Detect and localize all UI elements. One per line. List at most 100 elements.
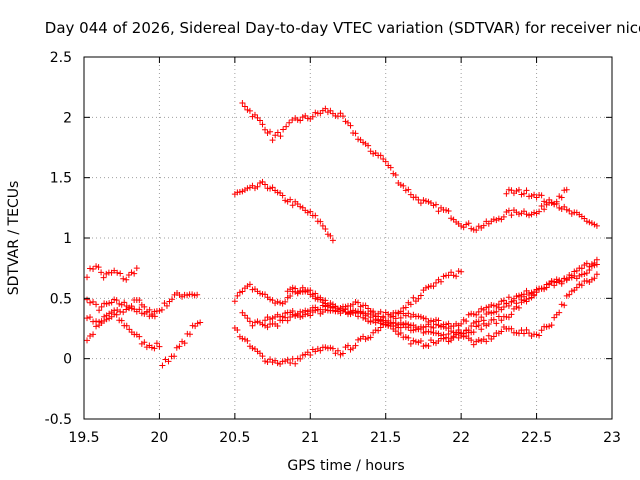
data-point — [485, 332, 492, 339]
data-point — [528, 192, 535, 199]
data-point — [307, 208, 314, 215]
data-point — [433, 201, 439, 208]
data-point — [566, 291, 573, 298]
data-point — [463, 221, 470, 228]
series-a — [84, 263, 140, 283]
data-point — [468, 225, 475, 232]
chart-title: Day 044 of 2026, Sidereal Day-to-day VTE… — [45, 19, 640, 37]
data-point — [427, 323, 434, 330]
data-point — [365, 310, 372, 317]
data-point — [576, 272, 583, 279]
data-point — [435, 208, 442, 215]
data-point — [322, 105, 329, 112]
data-point — [133, 265, 140, 272]
data-point — [90, 298, 97, 305]
data-point — [120, 275, 127, 282]
data-point — [417, 338, 424, 345]
data-point — [324, 109, 331, 116]
data-point — [289, 202, 296, 209]
data-point — [468, 323, 475, 330]
data-point — [96, 318, 103, 325]
data-point — [488, 302, 495, 309]
data-point — [563, 206, 570, 213]
data-point — [244, 315, 251, 322]
data-point — [543, 323, 550, 330]
y-tick-label: -0.5 — [45, 412, 72, 428]
data-point — [581, 215, 588, 222]
data-point — [100, 274, 107, 281]
data-point — [84, 315, 91, 322]
data-point — [254, 183, 261, 190]
data-point — [455, 268, 462, 275]
data-point — [556, 204, 563, 211]
data-point — [113, 311, 120, 318]
data-point — [312, 295, 319, 302]
data-point — [257, 117, 263, 124]
data-point — [526, 330, 533, 337]
data-point — [355, 136, 362, 143]
data-point — [322, 297, 329, 304]
data-point — [578, 265, 585, 272]
data-point — [264, 129, 271, 136]
data-point — [420, 329, 427, 336]
data-point — [578, 282, 585, 289]
data-point — [558, 301, 565, 308]
data-point — [87, 314, 94, 321]
data-point — [106, 300, 113, 307]
data-point — [151, 313, 158, 320]
data-point — [146, 306, 153, 313]
data-point — [307, 352, 314, 359]
data-point — [458, 268, 465, 275]
data-point — [551, 282, 558, 289]
data-point — [98, 269, 105, 276]
data-point — [231, 298, 238, 305]
data-point — [352, 342, 359, 349]
data-point — [352, 309, 359, 316]
data-point — [289, 117, 296, 124]
data-point — [244, 185, 251, 192]
data-point — [483, 338, 490, 345]
data-point — [319, 222, 326, 229]
data-point — [136, 306, 143, 313]
data-point — [513, 300, 520, 307]
data-point — [294, 201, 301, 208]
data-point — [90, 331, 97, 338]
data-point — [284, 317, 291, 324]
data-point — [465, 327, 472, 334]
data-point — [475, 336, 482, 343]
data-point — [417, 325, 424, 332]
data-point — [483, 304, 490, 311]
data-point — [548, 200, 555, 207]
data-point — [508, 187, 515, 194]
data-point — [495, 313, 502, 320]
data-point — [111, 296, 118, 303]
data-point — [98, 303, 105, 310]
data-point — [312, 348, 319, 355]
data-point — [282, 358, 289, 365]
data-point — [480, 317, 487, 324]
data-point — [568, 288, 575, 295]
data-point — [269, 315, 276, 322]
data-point — [312, 290, 319, 297]
data-point — [553, 198, 560, 205]
data-point — [538, 203, 545, 210]
data-point — [498, 328, 505, 335]
data-point — [251, 185, 258, 192]
data-point — [521, 190, 527, 197]
data-point — [257, 350, 263, 357]
data-point — [141, 303, 148, 310]
y-tick-label: 2.5 — [50, 50, 72, 66]
data-point — [538, 192, 545, 199]
data-point — [191, 292, 198, 299]
data-point — [443, 334, 450, 341]
data-point — [505, 302, 512, 309]
data-point — [573, 284, 580, 291]
data-point — [355, 299, 362, 306]
data-point — [357, 303, 364, 310]
data-point — [254, 318, 261, 325]
data-point — [536, 332, 543, 339]
data-point — [267, 185, 274, 192]
data-point — [312, 212, 319, 219]
data-point — [307, 312, 314, 319]
